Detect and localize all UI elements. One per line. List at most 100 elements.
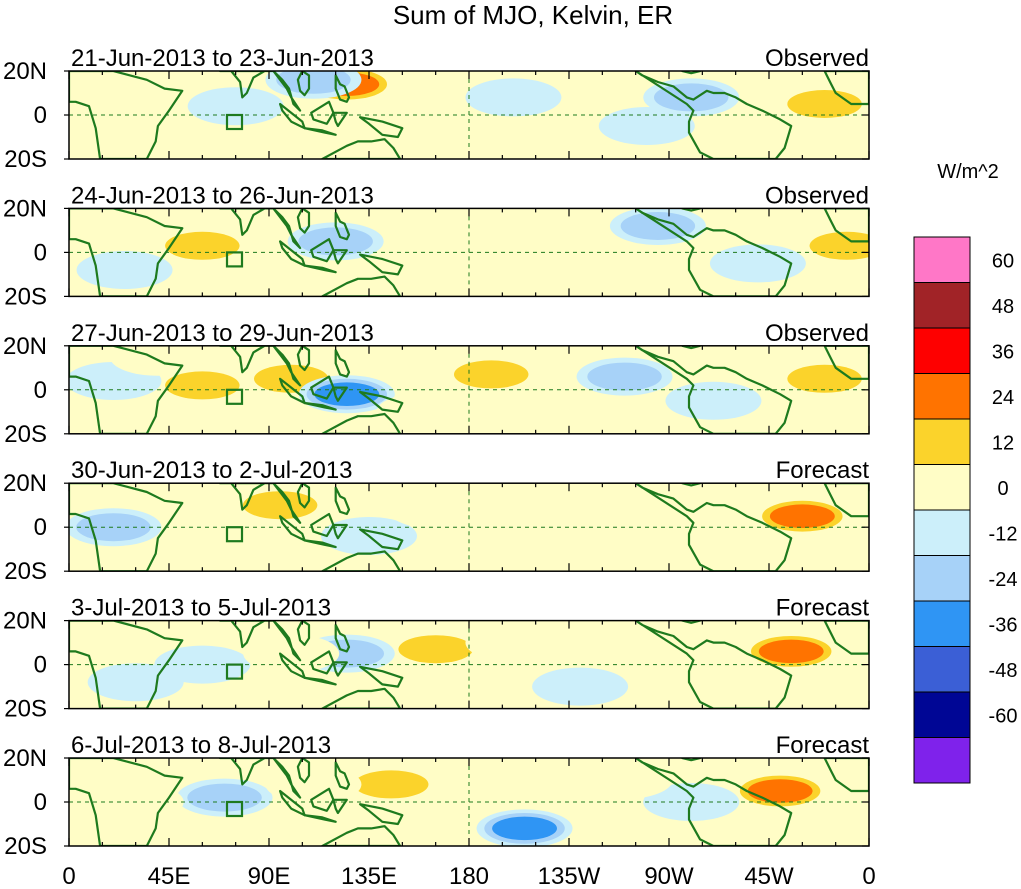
y-tick-label: 20N xyxy=(3,58,47,85)
contour-level xyxy=(747,779,813,803)
colorbar-label: 48 xyxy=(992,296,1014,318)
colorbar: W/m^2 60 48 36 24 12 0 -12 -24 -36 -48 -60 xyxy=(913,161,1018,784)
anomaly-blob xyxy=(298,375,395,414)
coastline xyxy=(69,208,184,297)
anomaly-blob xyxy=(465,623,562,662)
coastline xyxy=(279,102,306,130)
contour-level xyxy=(154,530,251,569)
anomaly-blob xyxy=(443,355,540,394)
coastline xyxy=(296,758,311,784)
colorbar-box xyxy=(913,691,971,738)
y-tick-label: 20S xyxy=(4,421,47,448)
units-label: W/m^2 xyxy=(937,161,999,183)
plot-area xyxy=(69,208,869,297)
panel-date-label: 27-Jun-2013 to 29-Jun-2013 xyxy=(71,320,374,347)
contour-level xyxy=(665,381,762,420)
coastline xyxy=(303,676,337,686)
chart-title: Sum of MJO, Kelvin, ER xyxy=(393,0,673,30)
y-tick-label: 0 xyxy=(34,239,47,266)
coastline xyxy=(303,127,337,136)
coastline xyxy=(310,100,335,125)
y-tick-label: 0 xyxy=(34,652,47,679)
x-tick-label: 135W xyxy=(538,863,601,889)
contour-level xyxy=(453,360,529,389)
coastline xyxy=(634,345,793,434)
contour-level xyxy=(487,251,584,289)
x-tick-label: 90W xyxy=(644,863,694,889)
contour-level xyxy=(465,483,562,520)
coastline xyxy=(823,345,869,380)
panel-2: 20N 0 20S 24-Jun-2013 to 26-Jun-2013 Observe… xyxy=(3,182,870,310)
coastline xyxy=(334,349,351,378)
colorbar-label: 24 xyxy=(992,387,1014,409)
coastline xyxy=(332,523,348,540)
panel-status-label: Forecast xyxy=(776,457,870,484)
coastline xyxy=(321,550,402,572)
coastline xyxy=(321,275,402,297)
coastline xyxy=(332,798,348,815)
coastline xyxy=(69,345,184,434)
reference-box xyxy=(225,251,244,268)
y-tick-label: 20S xyxy=(4,283,47,310)
y-tick-label: 0 xyxy=(34,377,47,404)
y-tick-label: 20S xyxy=(4,696,47,723)
x-tick-label: 45W xyxy=(744,863,794,889)
coastline xyxy=(359,665,404,688)
contour-level xyxy=(758,639,824,664)
anomaly-blob xyxy=(232,486,329,525)
coastline xyxy=(219,345,302,387)
anomaly-blob xyxy=(387,630,484,669)
coastline xyxy=(310,650,335,675)
reference-box xyxy=(225,663,244,680)
panel-4: 20N 0 20S 30-Jun-2013 to 2-Jul-2013 Forecast xyxy=(3,457,870,585)
y-tick-label: 0 xyxy=(34,514,47,541)
coastline xyxy=(219,483,302,524)
panel-date-label: 24-Jun-2013 to 26-Jun-2013 xyxy=(71,182,374,209)
contour-level xyxy=(576,761,673,799)
anomaly-blob xyxy=(76,251,173,289)
coastline xyxy=(634,483,793,572)
anomaly-blob xyxy=(576,357,673,396)
panel-3: 20N 0 20S 27-Jun-2013 to 29-Jun-2013 Observe… xyxy=(3,320,870,448)
contour-level xyxy=(187,783,262,812)
anomaly-blob xyxy=(743,632,840,671)
contour-level xyxy=(492,816,557,841)
contour-level xyxy=(276,71,351,94)
anomaly-blob xyxy=(465,78,562,117)
anomaly-blob xyxy=(465,483,562,520)
colorbar-label: 60 xyxy=(992,251,1014,273)
reference-box xyxy=(225,526,244,543)
contour-level xyxy=(76,251,173,289)
colorbar-label: 12 xyxy=(992,433,1014,455)
contour-level xyxy=(653,83,729,112)
colorbar-box xyxy=(913,236,971,283)
contour-level xyxy=(376,122,473,159)
anomaly-blob xyxy=(487,251,584,289)
coastline xyxy=(359,528,404,551)
contour-level xyxy=(87,663,184,702)
contour-level xyxy=(69,78,162,117)
colorbar-box xyxy=(913,555,971,602)
coastline xyxy=(69,620,184,709)
anomaly-blob xyxy=(176,778,273,817)
coastline xyxy=(334,761,351,790)
y-tick-label: 20S xyxy=(4,146,47,173)
coastline xyxy=(310,512,335,538)
coastline xyxy=(69,758,184,846)
x-tick-label: 0 xyxy=(62,863,75,889)
anomaly-blob xyxy=(609,208,706,245)
colorbar-box xyxy=(913,646,971,693)
colorbar-label: -60 xyxy=(989,706,1018,728)
x-tick-label: 180 xyxy=(449,863,489,889)
contour-level xyxy=(298,227,373,256)
x-tick-label: 90E xyxy=(248,863,291,889)
coastline xyxy=(321,687,402,709)
anomaly-blob xyxy=(732,772,829,810)
coastline xyxy=(334,211,351,241)
contour-level xyxy=(465,78,562,117)
reference-box xyxy=(225,113,244,131)
panel-6: 20N 0 20S 6-Jul-2013 to 8-Jul-2013 Forecast xyxy=(3,732,870,860)
colorbar-label: -24 xyxy=(989,569,1018,591)
coastline xyxy=(69,71,184,159)
